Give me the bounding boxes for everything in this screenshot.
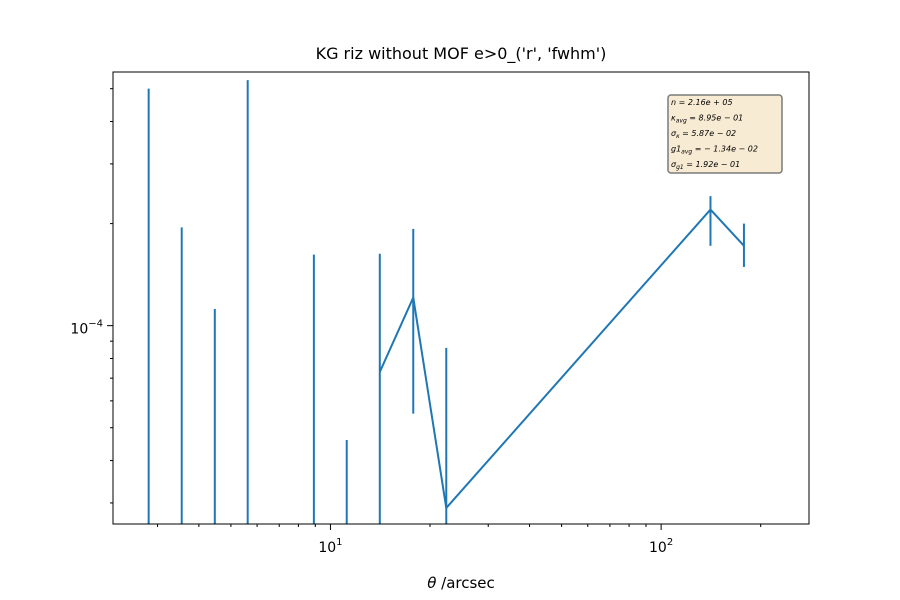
plot-area xyxy=(147,80,745,524)
y-tick-label-0: 10−4 xyxy=(70,319,103,338)
x-tick-label-1: 102 xyxy=(649,537,673,556)
stats-line-2: σκ = 5.87e − 02 xyxy=(671,129,736,140)
axis-ticks: 101 102 10−4 xyxy=(70,88,762,556)
chart-title: KG riz without MOF e>0_('r', 'fwhm') xyxy=(316,44,607,64)
x-axis-label-unit: /arcsec xyxy=(436,574,494,592)
stats-box: n = 2.16e + 05 κavg = 8.95e − 01 σκ = 5.87… xyxy=(667,94,783,174)
stats-line-0: n = 2.16e + 05 xyxy=(671,98,733,107)
stats-line-1: κavg = 8.95e − 01 xyxy=(671,114,743,125)
series-line-segment-6 xyxy=(378,297,415,373)
series-line-segment-9 xyxy=(709,208,745,247)
stats-line-4: σg1 = 1.92e − 01 xyxy=(671,160,740,171)
series-line-segment-8 xyxy=(445,208,712,509)
series-line-segment-7 xyxy=(412,297,448,509)
x-axis-label-symbol: θ xyxy=(427,574,436,592)
plot-frame xyxy=(112,71,810,525)
x-tick-label-0: 101 xyxy=(318,537,342,556)
stats-box-background xyxy=(667,94,783,174)
x-axis-label: θ /arcsec xyxy=(427,574,495,592)
stats-line-3: g1avg = − 1.34e − 02 xyxy=(671,145,758,156)
